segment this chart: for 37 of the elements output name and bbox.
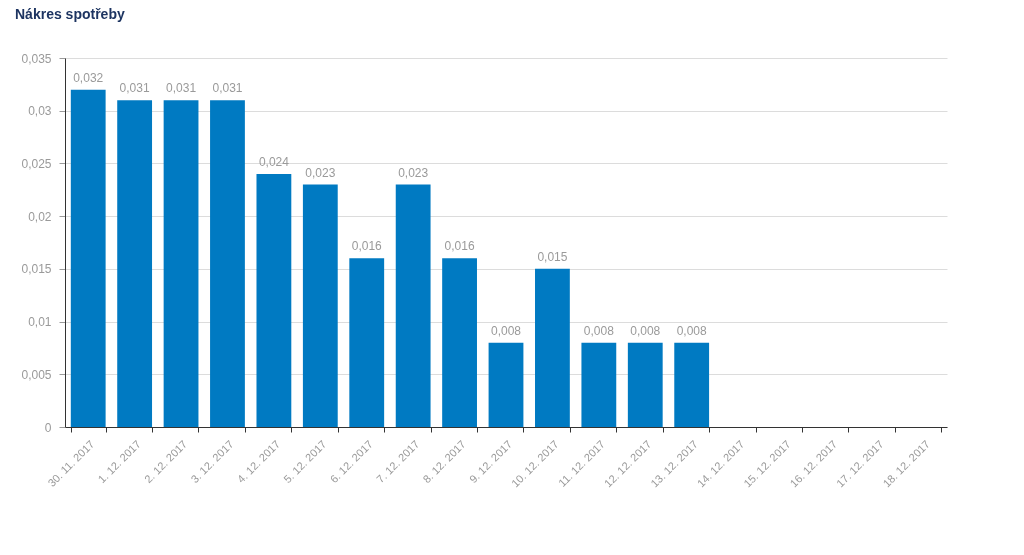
bar: [70, 89, 106, 427]
y-tick-label: 0: [44, 420, 52, 435]
data-label: 0,008: [630, 323, 661, 338]
y-tick-label: 0,01: [28, 315, 52, 330]
y-tick-label: 0,025: [21, 156, 52, 171]
data-label: 0,015: [537, 249, 568, 264]
data-label: 0,023: [305, 165, 336, 180]
bar: [535, 268, 570, 427]
data-label: 0,016: [351, 239, 383, 254]
bar: [256, 173, 292, 427]
y-tick-label: 0,035: [21, 51, 52, 66]
bar: [442, 258, 477, 427]
data-label: 0,031: [119, 81, 150, 96]
data-label: 0,023: [398, 165, 429, 180]
data-label: 0,024: [258, 154, 290, 169]
y-tick-label: 0,03: [28, 104, 52, 119]
data-label: 0,031: [166, 81, 197, 96]
bar: [674, 342, 710, 427]
bar: [488, 342, 524, 427]
bar: [581, 342, 617, 427]
bar: [302, 184, 338, 427]
data-label: 0,008: [676, 323, 708, 338]
bar: [627, 342, 663, 427]
data-label: 0,031: [212, 81, 243, 96]
y-tick-label: 0,015: [21, 262, 52, 277]
chart-title: Nákres spotřeby: [15, 6, 125, 22]
data-label: 0,016: [444, 239, 475, 254]
data-label: 0,008: [583, 323, 615, 338]
bar: [349, 258, 385, 427]
data-label: 0,008: [490, 323, 522, 338]
y-tick-label: 0,005: [21, 367, 52, 382]
bar: [117, 100, 153, 427]
bar: [163, 100, 199, 427]
y-tick-label: 0,02: [28, 209, 52, 224]
data-label: 0,032: [73, 70, 104, 85]
bar: [210, 100, 245, 427]
bar: [395, 184, 431, 427]
